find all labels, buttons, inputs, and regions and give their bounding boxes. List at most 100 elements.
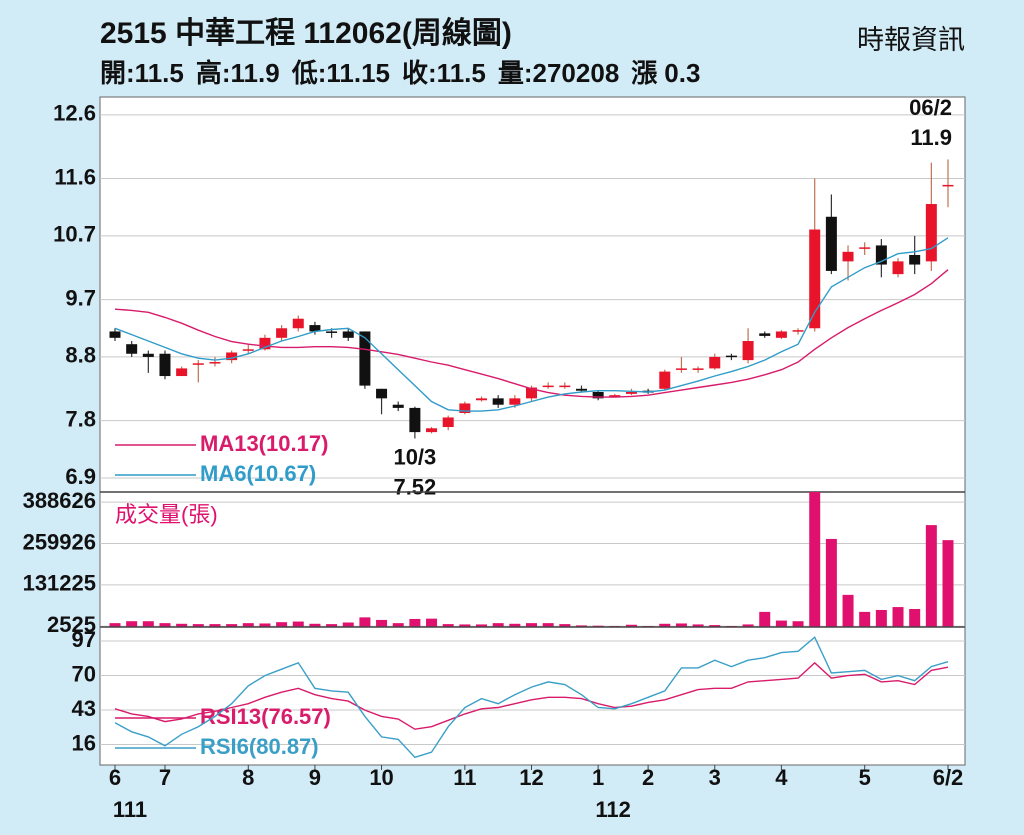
volume-bar	[292, 621, 304, 627]
x-tick-label: 8	[242, 765, 254, 790]
candle-body	[242, 349, 254, 351]
candle-body	[192, 363, 204, 365]
summary-value: 11.15	[326, 58, 390, 88]
x-tick-label: 12	[519, 765, 543, 790]
volume-bar	[659, 623, 671, 627]
volume-label: 成交量(張)	[115, 502, 218, 527]
summary-label: 量:	[498, 58, 533, 88]
y-tick-label: 8.8	[65, 343, 96, 368]
candle-body	[742, 341, 754, 361]
candle-body	[825, 216, 837, 271]
candle-body	[426, 428, 438, 433]
summary: 開:11.5 高:11.9 低:11.15 收:11.5 量:270208 漲 0.3	[100, 58, 700, 88]
volume-bar	[509, 623, 521, 627]
volume-bar	[276, 622, 288, 627]
candle-body	[842, 251, 854, 262]
volume-bar	[392, 623, 404, 627]
volume-bar	[942, 540, 954, 627]
y-tick-label: 70	[72, 661, 96, 686]
volume-bar	[875, 609, 887, 627]
volume-bar	[792, 621, 804, 627]
candle-body	[709, 356, 721, 369]
volume-bar	[376, 619, 388, 627]
y-tick-label: 10.7	[53, 222, 96, 247]
annotation-label: 10/3	[393, 444, 436, 469]
summary-value: 11.9	[231, 58, 280, 88]
volume-bar	[925, 525, 937, 627]
candle-body	[859, 247, 871, 249]
volume-bar	[759, 611, 771, 627]
volume-bar	[542, 623, 554, 627]
volume-bar	[459, 624, 471, 627]
candle-body	[875, 245, 887, 265]
candle-body	[775, 331, 787, 338]
volume-bar	[492, 623, 504, 627]
y-tick-label: 2525	[47, 612, 96, 637]
volume-bar	[742, 624, 754, 627]
volume-bar	[825, 538, 837, 627]
volume-bar	[309, 623, 321, 627]
volume-bar	[209, 624, 221, 627]
y-tick-label: 259926	[23, 529, 96, 554]
volume-bar	[809, 492, 821, 627]
candle-body	[109, 331, 121, 338]
series-line	[114, 636, 949, 759]
candle-body	[892, 261, 904, 275]
volume-bar	[242, 623, 254, 627]
x-tick-label: 6/2	[933, 765, 964, 790]
candle-body	[542, 385, 554, 388]
candle-body	[392, 404, 404, 408]
candle-body	[126, 344, 138, 354]
candle-body	[292, 318, 304, 329]
legend-label: MA13(10.17)	[200, 431, 328, 456]
candle-body	[559, 385, 571, 388]
volume-bar	[142, 621, 154, 627]
y-tick-label: 16	[72, 730, 96, 755]
summary-label: 低:	[291, 58, 327, 88]
x-tick-label: 6	[109, 765, 121, 790]
x-tick-label: 5	[859, 765, 871, 790]
x-tick-label: 10	[369, 765, 393, 790]
volume-bar	[675, 623, 687, 627]
volume-bar	[692, 624, 704, 627]
year-label: 111	[113, 797, 147, 822]
plot-area	[99, 96, 966, 766]
series-line	[114, 269, 949, 398]
candle-body	[326, 331, 338, 333]
candle-body	[942, 184, 954, 187]
volume-bar	[559, 624, 571, 627]
volume-bar	[709, 625, 721, 627]
legend-label: RSI6(80.87)	[200, 734, 319, 759]
volume-bar	[126, 621, 138, 627]
candle-body	[659, 371, 671, 389]
x-tick-label: 4	[775, 765, 788, 790]
candle-body	[276, 328, 288, 338]
candle-body	[442, 417, 454, 428]
x-tick-label: 1	[592, 765, 604, 790]
summary-value: 11.5	[135, 58, 184, 88]
volume-bar	[859, 611, 871, 627]
candle-body	[342, 331, 354, 338]
summary-label: 漲	[631, 58, 658, 88]
candle-body	[925, 204, 937, 262]
candle-body	[142, 353, 154, 357]
volume-bar	[842, 594, 854, 627]
legend-label: MA6(10.67)	[200, 461, 316, 486]
candle-body	[359, 331, 371, 386]
candle-body	[526, 387, 537, 399]
candle-body	[625, 391, 637, 394]
chart-title: 2515 中華工程 112062(周線圖)	[100, 16, 512, 50]
series-line	[114, 237, 949, 412]
x-tick-label: 9	[309, 765, 321, 790]
y-tick-label: 43	[72, 696, 96, 721]
volume-bar	[909, 609, 921, 627]
x-tick-label: 7	[159, 765, 171, 790]
volume-bar	[259, 623, 271, 627]
summary-label: 高:	[196, 58, 231, 88]
x-tick-label: 2	[642, 765, 654, 790]
y-tick-label: 9.7	[65, 285, 96, 310]
y-tick-label: 97	[72, 627, 96, 652]
candle-body	[609, 395, 621, 397]
candle-body	[575, 388, 587, 391]
